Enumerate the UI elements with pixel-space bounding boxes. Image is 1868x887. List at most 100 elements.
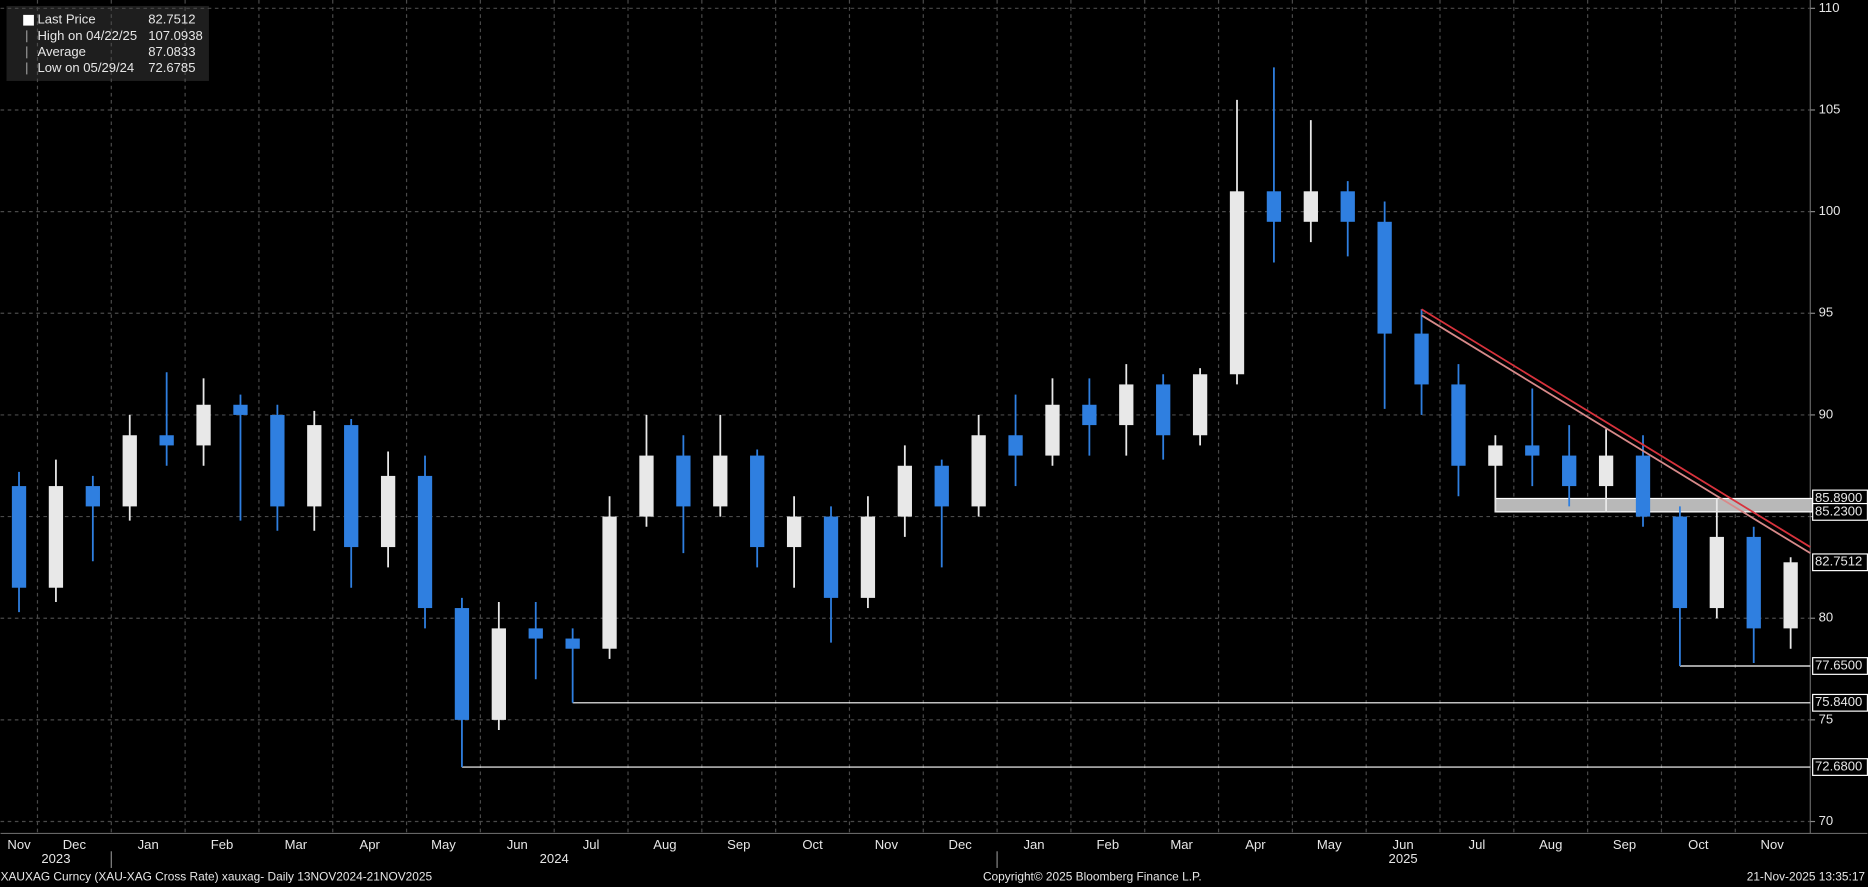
candle-body (1266, 191, 1282, 222)
candle-body (934, 465, 949, 507)
candle-body (1709, 536, 1724, 609)
level-label: 82.7512 (1815, 554, 1862, 569)
legend-icon (23, 14, 34, 26)
level-tag (1812, 502, 1868, 521)
candle-body (602, 516, 617, 649)
level-label: 85.8900 (1815, 490, 1862, 505)
x-tick-label: Sep (1613, 837, 1636, 852)
legend-value: 82.7512 (148, 12, 195, 27)
candle-body (1635, 455, 1651, 517)
x-tick-label: Nov (7, 837, 31, 852)
candle-body (676, 455, 691, 507)
year-label: 2025 (1389, 851, 1418, 866)
legend-label: High on 04/22/25 (37, 28, 137, 43)
candle-body (1562, 455, 1577, 487)
x-tick-label: Apr (359, 837, 380, 852)
candle-body (1746, 536, 1761, 629)
candle-body (639, 455, 654, 517)
candle-body (1488, 445, 1503, 466)
legend-value: 72.6785 (148, 60, 195, 75)
x-tick-label: May (431, 837, 456, 852)
candle-body (786, 516, 802, 548)
x-tick-label: Jul (1469, 837, 1486, 852)
level-label: 75.8400 (1815, 694, 1862, 709)
candle-body (1229, 191, 1245, 375)
candle-body (417, 475, 433, 609)
candle-body (1192, 374, 1208, 436)
candle-body (1303, 191, 1318, 222)
x-tick-label: Jun (507, 837, 528, 852)
y-tick-label: 70 (1819, 813, 1834, 828)
trendline (1421, 314, 1811, 554)
x-tick-label: Jul (583, 837, 600, 852)
candle-body (122, 435, 137, 507)
candle-body (270, 414, 285, 507)
x-tick-label: Dec (63, 837, 87, 852)
candle-body (897, 465, 912, 517)
legend-label: Last Price (37, 12, 95, 27)
candle-body (380, 475, 396, 548)
legend-value: 107.0938 (148, 28, 203, 43)
candle-body (1082, 404, 1097, 426)
candle-body (713, 455, 728, 507)
zone (1494, 497, 1826, 513)
candle-body (860, 516, 876, 598)
y-tick-label: 90 (1819, 406, 1834, 421)
level-tag (1812, 657, 1868, 675)
level-tag (1812, 758, 1868, 776)
candle-body (823, 516, 839, 598)
candle-body (565, 638, 580, 649)
y-tick-label: 75 (1819, 711, 1834, 726)
candle-body (1672, 516, 1688, 609)
level-tag (1812, 693, 1868, 712)
x-tick-label: Oct (1688, 837, 1709, 852)
x-tick-label: Apr (1245, 837, 1266, 852)
x-tick-label: Jan (1023, 837, 1044, 852)
year-label: 2023 (41, 851, 70, 866)
y-tick-label: 95 (1819, 305, 1834, 320)
footer-left: XAUXAG Curncy (XAU-XAG Cross Rate) xauxa… (1, 870, 433, 884)
candle-body (1783, 562, 1798, 629)
candle-body (1340, 191, 1355, 222)
x-tick-label: Mar (1170, 837, 1193, 852)
footer-right: 21-Nov-2025 13:35:17 (1747, 870, 1866, 884)
candle-body (233, 404, 248, 415)
x-tick-label: Jan (138, 837, 159, 852)
candle-body (1525, 445, 1540, 456)
level-tag (1812, 553, 1868, 572)
level-label: 85.2300 (1815, 503, 1862, 518)
trendline (1421, 308, 1811, 548)
x-tick-label: Nov (1761, 837, 1785, 852)
level-label: 77.6500 (1815, 657, 1862, 672)
legend-box (6, 5, 209, 81)
candle-body (1156, 384, 1171, 436)
candle-body (491, 628, 506, 720)
candle-body (1451, 384, 1466, 466)
year-label: 2024 (540, 851, 569, 866)
candle-body (528, 628, 543, 639)
candle-body (1377, 221, 1392, 334)
x-tick-label: Jun (1393, 837, 1414, 852)
x-tick-label: Feb (1097, 837, 1120, 852)
y-tick-label: 80 (1819, 610, 1834, 625)
candle-body (454, 608, 470, 720)
x-tick-label: Nov (875, 837, 899, 852)
candle-body (344, 425, 359, 548)
candle-body (48, 486, 64, 588)
candle-body (971, 435, 986, 507)
candle-body (1414, 333, 1429, 385)
legend-value: 87.0833 (148, 44, 195, 59)
y-tick-label: 105 (1819, 101, 1841, 116)
candle-body (196, 404, 211, 446)
level-label: 72.6800 (1815, 758, 1862, 773)
legend-label: Average (37, 44, 85, 59)
candle-body (11, 486, 27, 588)
candle-body (1045, 404, 1060, 456)
x-tick-label: Oct (802, 837, 823, 852)
candle-body (85, 486, 100, 507)
footer-center: Copyright© 2025 Bloomberg Finance L.P. (983, 870, 1202, 884)
candle-body (750, 455, 765, 548)
candle-body (307, 425, 322, 507)
x-tick-label: Dec (949, 837, 973, 852)
